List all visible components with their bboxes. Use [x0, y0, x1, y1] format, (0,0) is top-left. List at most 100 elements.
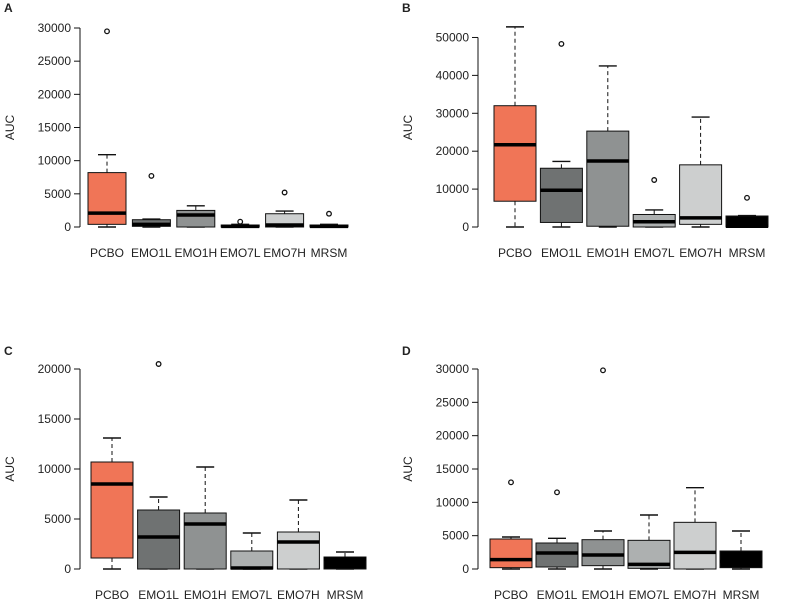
y-axis-title: AUC — [401, 456, 415, 482]
box-iqr — [673, 521, 717, 570]
x-category-label: EMO1H — [184, 588, 227, 602]
outlier-point — [558, 40, 565, 47]
box-pcbo: PCBO — [87, 28, 127, 260]
x-category-label: EMO1L — [541, 246, 582, 260]
box-iqr — [539, 167, 583, 223]
box-emo7l: EMO7L — [230, 532, 274, 602]
y-tick-label: 15000 — [38, 412, 72, 426]
y-tick-label: 5000 — [44, 512, 71, 526]
y-tick-label: 0 — [64, 562, 71, 576]
y-tick-label: 0 — [462, 220, 469, 234]
outlier-point — [104, 28, 110, 35]
box-emo1h: EMO1H — [581, 367, 625, 602]
x-category-label: EMO7H — [277, 588, 320, 602]
panel-letter: C — [4, 344, 13, 358]
x-category-label: EMO7L — [231, 588, 272, 602]
box-mrsm: MRSM — [725, 194, 769, 260]
box-iqr — [719, 550, 763, 569]
box-iqr — [137, 509, 181, 570]
y-tick-label: 10000 — [436, 495, 470, 509]
x-category-label: EMO1H — [582, 588, 625, 602]
box-iqr — [581, 539, 625, 567]
box-pcbo: PCBO — [90, 437, 134, 602]
outlier-point — [148, 172, 155, 179]
y-tick-label: 40000 — [436, 68, 470, 82]
panel-c: C 0 5000 10000 15000 20000 AUC PCBO EMO1L EMO1H EM… — [3, 344, 367, 602]
box-iqr — [493, 105, 537, 202]
y-tick-label: 15000 — [38, 121, 72, 135]
x-category-label: EMO7H — [263, 246, 306, 260]
x-category-label: PCBO — [494, 588, 528, 602]
x-category-label: PCBO — [95, 588, 129, 602]
x-category-label: PCBO — [90, 246, 124, 260]
box-emo1l: EMO1L — [131, 172, 172, 260]
x-category-label: EMO7H — [674, 588, 717, 602]
x-category-label: MRSM — [311, 246, 348, 260]
y-tick-label: 20000 — [436, 429, 470, 443]
outlier-point — [326, 210, 332, 217]
box-iqr — [535, 542, 579, 568]
x-category-label: MRSM — [327, 588, 364, 602]
x-category-label: MRSM — [723, 588, 760, 602]
outlier-point — [744, 194, 750, 201]
x-category-label: EMO7L — [634, 246, 675, 260]
x-category-label: EMO7H — [679, 246, 722, 260]
panel-d: D 0 5000 10000 15000 20000 25000 30000 AUC PCBO EM… — [401, 344, 763, 602]
box-emo1l: EMO1L — [137, 361, 181, 602]
outlier-point — [554, 489, 560, 496]
box-emo1h: EMO1H — [183, 466, 227, 602]
box-iqr — [489, 538, 533, 569]
box-iqr — [276, 531, 320, 570]
y-tick-label: 50000 — [436, 30, 470, 44]
panel-a: A 0 5000 10000 15000 20000 25000 30000 AUC PCBO EM… — [3, 1, 349, 260]
x-category-label: EMO7L — [220, 246, 261, 260]
box-pcbo: PCBO — [489, 479, 533, 602]
y-tick-label: 20000 — [38, 87, 72, 101]
box-emo1h: EMO1H — [174, 205, 217, 260]
outlier-point — [651, 177, 658, 183]
y-tick-label: 5000 — [44, 187, 71, 201]
x-category-label: EMO7L — [629, 588, 670, 602]
box-iqr — [586, 130, 630, 227]
outlier-point — [155, 361, 162, 367]
box-mrsm: MRSM — [323, 551, 367, 602]
y-tick-label: 30000 — [436, 106, 470, 120]
x-category-label: EMO1H — [586, 246, 629, 260]
y-axis-title: AUC — [3, 456, 17, 482]
box-emo7l: EMO7L — [627, 514, 671, 602]
x-category-label: EMO1H — [174, 246, 217, 260]
y-tick-label: 10000 — [38, 462, 72, 476]
box-mrsm: MRSM — [719, 530, 763, 602]
box-iqr — [90, 461, 134, 559]
y-tick-label: 25000 — [436, 395, 470, 409]
box-iqr — [183, 512, 227, 570]
outlier-point — [281, 189, 288, 196]
panel-b: B 0 10000 20000 30000 40000 50000 AUC PCBO EMO1L E… — [401, 1, 769, 260]
box-emo1h: EMO1H — [586, 65, 630, 260]
y-tick-label: 30000 — [436, 362, 470, 376]
box-mrsm: MRSM — [309, 210, 349, 260]
x-category-label: MRSM — [729, 246, 766, 260]
box-emo7l: EMO7L — [632, 177, 676, 260]
y-tick-label: 0 — [64, 220, 71, 234]
box-iqr — [87, 172, 127, 225]
y-tick-label: 0 — [462, 562, 469, 576]
x-category-label: EMO1L — [131, 246, 172, 260]
box-emo1l: EMO1L — [539, 40, 583, 260]
box-emo1l: EMO1L — [535, 489, 579, 602]
x-category-label: EMO1L — [537, 588, 578, 602]
panel-letter: B — [402, 1, 411, 15]
box-emo7h: EMO7H — [276, 499, 320, 602]
outlier-point — [600, 367, 606, 374]
outlier-point — [237, 218, 244, 225]
box-pcbo: PCBO — [493, 26, 537, 260]
box-emo7h: EMO7H — [263, 189, 306, 260]
panel-letter: A — [4, 1, 13, 15]
y-tick-label: 10000 — [38, 154, 72, 168]
box-emo7h: EMO7H — [679, 116, 723, 260]
y-axis-title: AUC — [401, 115, 415, 141]
x-category-label: PCBO — [498, 246, 532, 260]
box-emo7h: EMO7H — [673, 486, 717, 602]
y-tick-label: 5000 — [442, 529, 469, 543]
